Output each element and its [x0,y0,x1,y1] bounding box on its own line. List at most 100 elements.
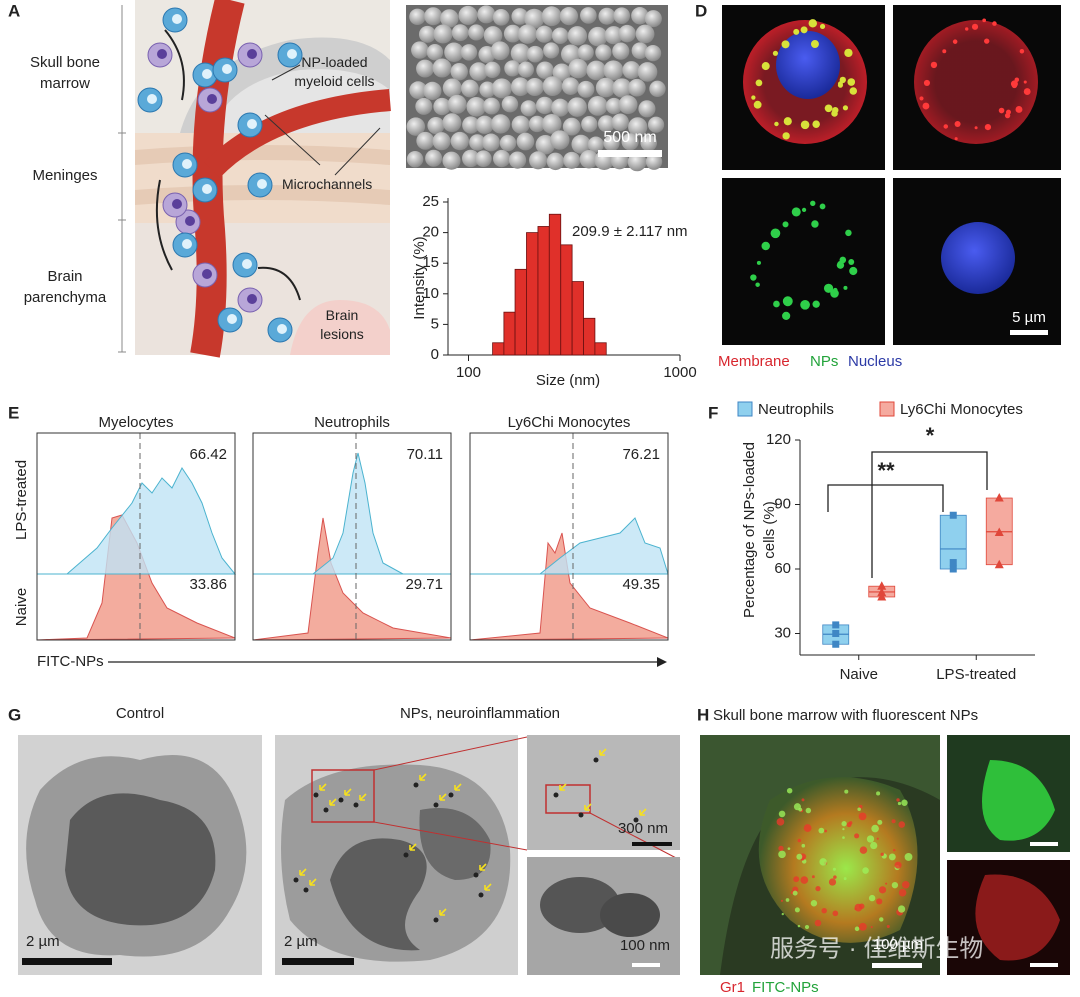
point [832,621,840,629]
np-dot [849,266,858,276]
bar [537,226,550,356]
legend-label: NPs [810,353,838,370]
region-label: Skull bone marrow [29,54,101,92]
np [413,782,419,788]
signal-dot [904,852,913,861]
np-dot [783,117,792,126]
signal-dot [804,924,810,930]
signal-dot [794,907,800,913]
particle [635,24,655,44]
region-label: Meninges [32,167,98,184]
particle [535,25,553,43]
particle [458,5,478,25]
signal-dot [891,819,896,824]
np-dot [781,40,790,49]
particle [598,7,616,25]
cell-nucleus [222,64,232,74]
particle [542,76,563,97]
signal-dot [901,880,910,889]
point [832,630,840,637]
arrow [484,883,492,891]
panel-label: F [708,403,718,422]
significance-mark: ** [877,458,895,483]
signal-dot [797,924,801,928]
particle [469,62,488,81]
particle [541,6,562,27]
particle [406,150,424,168]
membrane-dot [982,18,987,23]
np-dot [791,207,801,217]
particle [475,115,494,134]
scale-bar-label: 300 nm [618,820,668,837]
np-dot [774,121,779,127]
particle [563,151,581,169]
particle [546,152,565,171]
membrane-dot [923,79,931,87]
lps-percentage: 66.42 [189,446,227,463]
naive-percentage: 33.86 [189,576,227,593]
image-title: NPs, neuroinflammation [400,705,560,722]
panel-label: E [8,403,19,422]
particle [603,134,620,152]
y-axis-label: Percentage of NPs-loaded cells (%) [741,442,778,618]
point [949,565,957,573]
signal-dot [858,812,867,821]
signal-dot [824,829,827,833]
signal-dot [787,847,791,851]
arrow [319,783,327,791]
particle [479,81,496,98]
membrane-dot [930,61,938,69]
np [338,797,344,803]
np [403,852,409,858]
y-tick-label: 30 [774,624,791,641]
particle [577,80,595,98]
frame [36,432,236,641]
panel-title: Ly6Chi Monocytes [508,414,631,431]
np-dot [801,207,807,212]
particle [644,44,662,62]
particle [559,6,579,26]
signal-dot [800,876,809,884]
signal-dot [792,890,798,896]
signal-dot [891,882,899,889]
panel-label: G [8,705,21,724]
signal-dot [842,828,845,831]
signal-dot [780,899,784,902]
y-tick-label: 5 [431,315,439,332]
signal-dot [880,852,884,856]
particle [541,114,562,134]
point [832,640,840,648]
h-dots [776,787,913,932]
particle [567,26,588,46]
cell-nucleus [147,94,157,104]
signal-dot [796,853,803,860]
np-dot [845,229,852,237]
lps-histogram [65,467,237,575]
signal-dot [818,827,825,834]
signal-dot [870,841,878,850]
point [949,511,957,519]
particle [627,152,647,172]
particle [517,24,538,44]
particle [418,25,436,43]
particle [433,24,453,44]
signal-dot [858,922,867,931]
particle [462,116,480,134]
particle [628,78,646,97]
legend-label: Nucleus [848,353,902,370]
cell-nucleus [157,49,167,59]
particle [508,151,527,169]
lps-percentage: 76.21 [622,446,660,463]
point [877,587,887,597]
signal-dot [871,824,879,833]
cell-nucleus [287,49,297,59]
membrane-dot [954,137,958,141]
membrane-dot [965,27,969,31]
point [994,559,1004,569]
np-dot [812,120,820,128]
point [994,493,1004,502]
signal-dot [778,845,784,851]
np-dot [819,23,826,30]
particle [490,41,510,61]
cell-nucleus [182,239,192,249]
